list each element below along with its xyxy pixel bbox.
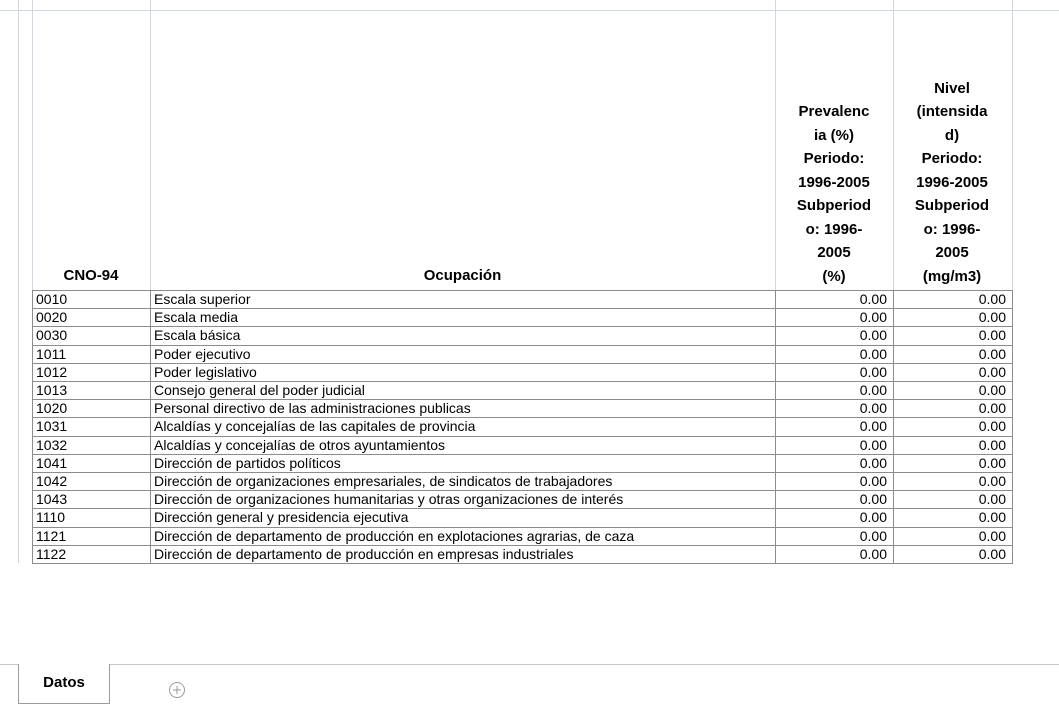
cell: 0.00 — [775, 453, 894, 473]
cell: 0.00 — [893, 399, 1013, 419]
cell: 0.00 — [893, 472, 1013, 492]
cell: Dirección de partidos políticos — [150, 453, 776, 473]
cell: 1122 — [32, 544, 151, 564]
cell: 0.00 — [775, 290, 894, 310]
cell: Dirección de organizaciones empresariale… — [150, 472, 776, 492]
cell: 0.00 — [775, 417, 894, 437]
cell: 0.00 — [775, 490, 894, 510]
cell: Escala superior — [150, 290, 776, 310]
cell: Alcaldías y concejalías de las capitales… — [150, 417, 776, 437]
header-line: Prevalenc — [798, 103, 870, 120]
cell: 1013 — [32, 381, 151, 401]
cell: 0.00 — [893, 453, 1013, 473]
cell: 0.00 — [775, 381, 894, 401]
cell: 0.00 — [775, 362, 894, 382]
header-cell: Nivel (intensida d) Periodo: 1996-2005 Subper… — [893, 77, 1011, 289]
header-line: d) — [944, 126, 960, 144]
grid-line — [18, 0, 19, 563]
header-line: 1996-2005 — [916, 173, 988, 191]
cell: 1032 — [32, 435, 151, 455]
header-line: Nivel — [934, 79, 970, 97]
sheet-tab[interactable]: Datos — [18, 664, 110, 704]
cell: 0.00 — [775, 472, 894, 492]
grid-line — [0, 10, 1059, 11]
cell: 1041 — [32, 453, 151, 473]
cell: 1012 — [32, 362, 151, 382]
cell: 0.00 — [893, 381, 1013, 401]
header-cell: Prevalenc ia (%) Periodo: 1996-2005 Subperio… — [775, 100, 893, 288]
cell: 0.00 — [893, 435, 1013, 455]
header-line: 1996-2005 — [798, 173, 870, 191]
header-line: ia (%) — [813, 126, 854, 144]
cell: 0.00 — [893, 290, 1013, 310]
grid-line — [32, 0, 33, 563]
cell: Poder ejecutivo — [150, 344, 776, 364]
cell: Consejo general del poder judicial — [150, 381, 776, 401]
grid-line — [1012, 0, 1013, 563]
cell: 0.00 — [893, 526, 1013, 546]
tab-label: Datos — [43, 674, 85, 691]
header-cell: CNO-94 — [63, 267, 119, 284]
cell: 0.00 — [893, 326, 1013, 346]
cell: Escala media — [150, 308, 776, 328]
cell: 0.00 — [775, 399, 894, 419]
cell: 0020 — [32, 308, 151, 328]
cell: Dirección de departamento de producción … — [150, 526, 776, 546]
header-line: Subperiod — [914, 197, 990, 214]
grid-line — [775, 0, 776, 563]
header-line: o: 1996- — [805, 220, 863, 238]
cell: 1011 — [32, 344, 151, 364]
cell: 1020 — [32, 399, 151, 419]
grid-line — [893, 0, 894, 563]
cell: 1110 — [32, 508, 151, 528]
cell: 0.00 — [893, 308, 1013, 328]
cell: Poder legislativo — [150, 362, 776, 382]
cell: 0.00 — [775, 344, 894, 364]
header-line: (%) — [822, 267, 846, 285]
cell: 0010 — [32, 290, 151, 310]
cell: 0.00 — [893, 362, 1013, 382]
cell: Dirección general y presidencia ejecutiv… — [150, 508, 776, 528]
cell: 0.00 — [893, 544, 1013, 564]
cell: 0.00 — [775, 544, 894, 564]
cell: 0.00 — [775, 526, 894, 546]
header-line: o: 1996- — [923, 220, 981, 238]
cell: 1121 — [32, 526, 151, 546]
cell: 0.00 — [893, 490, 1013, 510]
cell: Personal directivo de las administracion… — [150, 399, 776, 419]
cell: 0.00 — [893, 344, 1013, 364]
cell: Escala básica — [150, 326, 776, 346]
cell: Alcaldías y concejalías de otros ayuntam… — [150, 435, 776, 455]
header-line: Periodo: — [803, 150, 865, 167]
header-line: 2005 — [817, 244, 851, 261]
cell: 0.00 — [775, 435, 894, 455]
cell: 0.00 — [893, 508, 1013, 528]
header-line: Subperiod — [796, 197, 872, 214]
cell: Dirección de organizaciones humanitarias… — [150, 490, 776, 510]
header-line: (intensida — [916, 103, 988, 120]
cell: Dirección de departamento de producción … — [150, 544, 776, 564]
cell: 0.00 — [775, 308, 894, 328]
header-cell: Ocupación — [423, 267, 502, 284]
header-line: Periodo: — [921, 150, 983, 167]
header-line: 2005 — [935, 244, 969, 261]
tab-bar — [0, 664, 1059, 704]
cell: 0.00 — [775, 326, 894, 346]
cell: 0.00 — [775, 508, 894, 528]
cell: 0.00 — [893, 417, 1013, 437]
grid-line — [150, 0, 151, 563]
header-line: (mg/m3) — [922, 267, 982, 285]
cell: 1031 — [32, 417, 151, 437]
cell: 1042 — [32, 472, 151, 492]
cell: 1043 — [32, 490, 151, 510]
cell: 0030 — [32, 326, 151, 346]
add-sheet-button[interactable] — [167, 680, 187, 700]
